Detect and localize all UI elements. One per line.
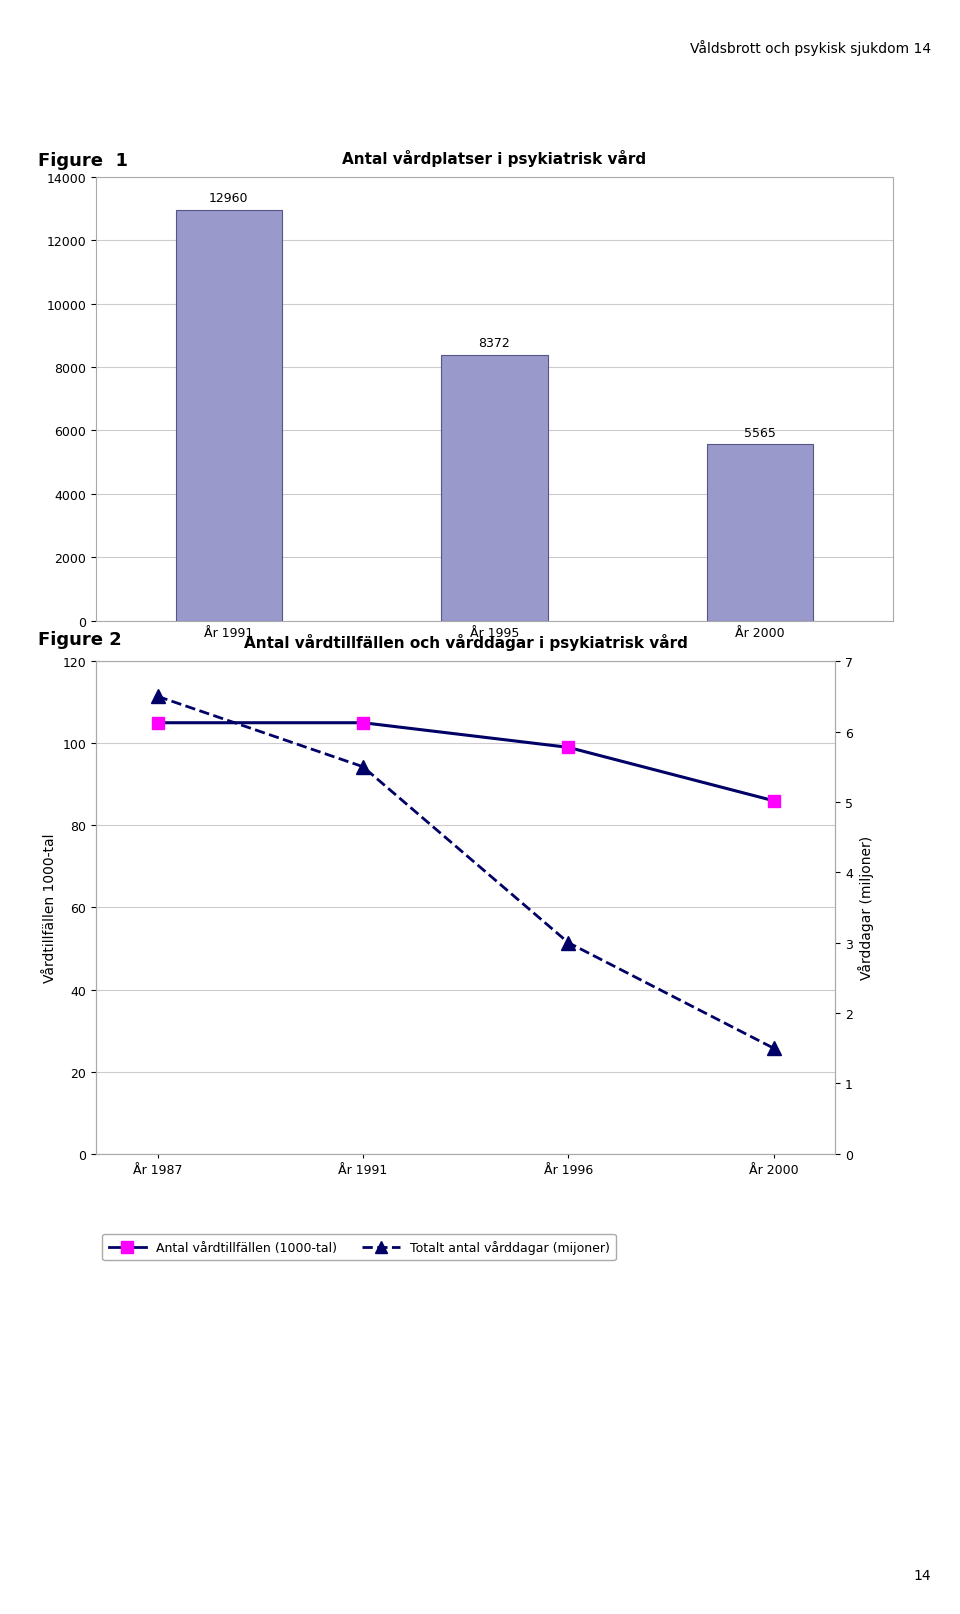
Text: 8372: 8372 [478, 337, 511, 350]
Title: Antal vårdplatser i psykiatrisk vård: Antal vårdplatser i psykiatrisk vård [343, 150, 646, 166]
Text: 14: 14 [914, 1567, 931, 1582]
Bar [707, 445, 813, 621]
Bar [176, 210, 282, 621]
Text: 12960: 12960 [209, 192, 249, 205]
Text: Figure 2: Figure 2 [38, 631, 122, 649]
Y-axis label: Vårddagar (miljoner): Vårddagar (miljoner) [858, 836, 875, 980]
Legend: Antal vårdtillfällen (1000-tal), Totalt antal vårddagar (mijoner): Antal vårdtillfällen (1000-tal), Totalt … [103, 1235, 615, 1261]
Text: Figure  1: Figure 1 [38, 152, 129, 169]
Title: Antal vårdtillfällen och vårddagar i psykiatrisk vård: Antal vårdtillfällen och vårddagar i psy… [244, 634, 687, 650]
Text: 5565: 5565 [744, 426, 776, 439]
Bar [442, 357, 547, 621]
Text: Våldsbrott och psykisk sjukdom 14: Våldsbrott och psykisk sjukdom 14 [690, 40, 931, 56]
Y-axis label: Vårdtillfällen 1000-tal: Vårdtillfällen 1000-tal [43, 833, 57, 983]
